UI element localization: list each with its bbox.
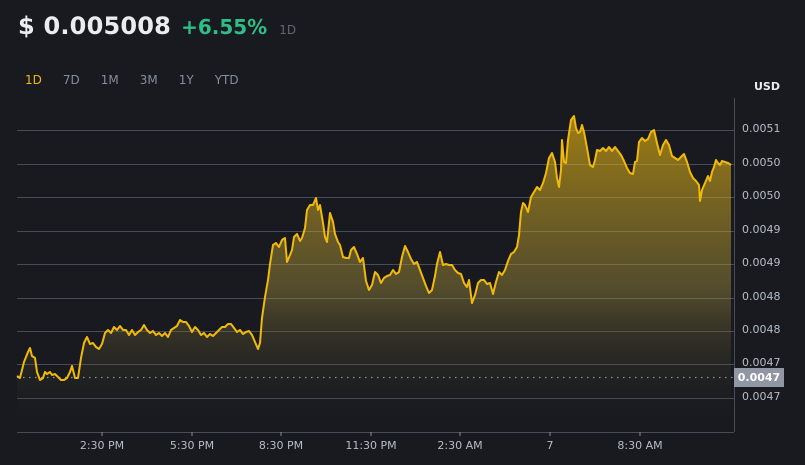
tab-1y[interactable]: 1Y — [178, 73, 194, 87]
price-line — [16, 115, 732, 381]
y-tick-label: 0.0048 — [742, 323, 781, 336]
y-tick-label: 0.0049 — [742, 223, 781, 236]
current-price-tag: 0.0047 — [734, 368, 784, 387]
y-tick-label: 0.0050 — [742, 156, 781, 169]
change-period: 1D — [279, 23, 297, 37]
tab-ytd[interactable]: YTD — [214, 73, 239, 87]
x-tick-label: 2:30 PM — [79, 439, 125, 452]
x-tick-label: 7 — [546, 439, 554, 452]
currency-label: USD — [754, 80, 780, 93]
tab-1d[interactable]: 1D — [25, 73, 42, 87]
x-tick-label: 8:30 PM — [258, 439, 304, 452]
current-price: $ 0.005008 — [18, 12, 172, 40]
x-tick-label: 2:30 AM — [437, 439, 483, 452]
timeframe-tabs: 1D 7D 1M 3M 1Y YTD — [25, 73, 260, 87]
tab-7d[interactable]: 7D — [62, 73, 80, 87]
y-tick-label: 0.0049 — [742, 256, 781, 269]
x-tick-label: 11:30 PM — [345, 439, 397, 452]
x-tick-label: 8:30 AM — [617, 439, 663, 452]
y-tick-label: 0.0048 — [742, 290, 781, 303]
y-tick-label: 0.0051 — [742, 122, 781, 135]
price-change-percent: +6.55% — [181, 15, 268, 39]
y-tick-label: 0.0047 — [742, 356, 781, 369]
y-tick-label: 0.0050 — [742, 189, 781, 202]
tab-1m[interactable]: 1M — [100, 73, 119, 87]
tab-3m[interactable]: 3M — [139, 73, 158, 87]
price-area — [17, 116, 731, 432]
price-header: $ 0.005008 +6.55% 1D — [18, 12, 296, 40]
x-tick-label: 5:30 PM — [169, 439, 215, 452]
y-tick-label: 0.0047 — [742, 390, 781, 403]
